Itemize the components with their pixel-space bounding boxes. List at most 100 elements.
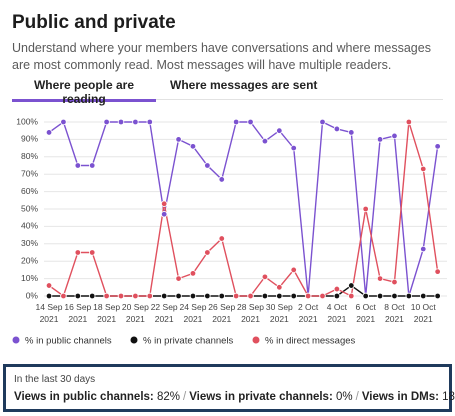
- data-point: [319, 118, 326, 126]
- data-point: [232, 292, 240, 300]
- y-tick-label: 70%: [21, 168, 38, 178]
- summary-row: Views in public channels: 82% / Views in p…: [14, 391, 455, 403]
- tab[interactable]: Where messages are sent: [170, 78, 318, 92]
- x-tick-label: 20 Sep 2021: [122, 302, 149, 324]
- data-point: [333, 292, 341, 300]
- data-point: [175, 292, 182, 300]
- x-tick-label: 2 Oct 2021: [298, 302, 319, 324]
- data-point: [204, 162, 211, 169]
- data-point: [204, 292, 211, 300]
- legend-swatch: [252, 336, 260, 344]
- data-point: [319, 292, 326, 300]
- data-point: [103, 292, 110, 300]
- summary-value: 82%: [156, 391, 180, 403]
- data-point: [276, 284, 283, 291]
- data-point: [160, 200, 168, 207]
- data-point: [89, 162, 96, 169]
- data-point: [74, 249, 82, 256]
- x-tick-label: 28 Sep 2021: [237, 302, 264, 324]
- data-point: [290, 292, 297, 300]
- data-point: [376, 136, 384, 143]
- data-point: [74, 162, 82, 169]
- data-point: [132, 292, 139, 300]
- data-point: [160, 292, 168, 300]
- data-point: [146, 292, 153, 300]
- data-point: [261, 273, 269, 281]
- y-tick-label: 100%: [16, 116, 38, 126]
- data-point: [218, 176, 225, 183]
- data-point: [218, 292, 225, 300]
- y-tick-label: 40%: [21, 221, 38, 231]
- x-tick-label: 18 Sep 2021: [93, 302, 120, 324]
- data-point: [348, 129, 355, 136]
- legend-label: % in public channels: [25, 336, 112, 347]
- y-tick-label: 90%: [21, 134, 38, 144]
- data-point: [232, 118, 240, 126]
- legend-swatch: [130, 336, 138, 344]
- data-point: [434, 268, 441, 275]
- data-point: [247, 292, 254, 300]
- data-point: [362, 292, 369, 300]
- separator: /: [182, 391, 187, 403]
- data-point: [434, 292, 441, 300]
- data-point: [434, 143, 441, 150]
- data-point: [261, 292, 269, 300]
- summary-box: In the last 30 days Views in public chan…: [3, 364, 455, 412]
- data-point: [333, 125, 341, 133]
- y-tick-label: 20%: [21, 255, 38, 265]
- data-point: [276, 292, 283, 300]
- x-tick-label: 22 Sep 2021: [151, 302, 178, 324]
- data-point: [175, 136, 182, 143]
- data-point: [45, 292, 53, 300]
- data-point: [290, 144, 297, 152]
- separator: /: [355, 391, 359, 403]
- data-point: [218, 235, 225, 242]
- summary-value: 0%: [335, 391, 353, 403]
- y-tick-label: 80%: [21, 151, 38, 161]
- tab[interactable]: Where people are reading: [12, 78, 156, 106]
- data-point: [276, 127, 283, 134]
- chart: 0% 10% 20% 30% 40% 50% 60% 70% 80% 90% 100% 14 Sep 2…: [12, 116, 447, 347]
- x-tick-label: 8 Oct 2021: [384, 302, 405, 324]
- data-point: [60, 292, 67, 300]
- x-tick-label: 24 Sep 2021: [179, 302, 206, 324]
- data-point: [45, 129, 53, 136]
- data-point: [60, 118, 67, 126]
- legend-label: % in direct messages: [265, 336, 356, 347]
- data-point: [189, 143, 197, 150]
- data-point: [376, 292, 384, 300]
- x-tick-label: 10 Oct 2021: [411, 302, 437, 324]
- y-tick-label: 50%: [21, 203, 38, 213]
- data-point: [189, 270, 197, 277]
- series-line: [48, 121, 439, 298]
- y-tick-label: 10%: [21, 273, 38, 283]
- x-tick-label: 16 Sep 2021: [64, 302, 91, 324]
- data-point: [348, 282, 355, 289]
- data-point: [376, 275, 384, 282]
- data-point: [247, 118, 254, 126]
- data-point: [261, 137, 269, 145]
- legend-swatch: [12, 336, 20, 344]
- data-point: [175, 275, 182, 282]
- data-point: [333, 285, 341, 293]
- data-point: [89, 249, 96, 256]
- data-point: [420, 245, 427, 253]
- data-point: [45, 282, 53, 289]
- data-point: [420, 292, 427, 300]
- data-point: [132, 118, 139, 126]
- data-point: [391, 292, 398, 300]
- data-point: [74, 292, 82, 300]
- x-tick-label: 26 Sep 2021: [208, 302, 235, 324]
- data-point: [146, 118, 153, 126]
- summary-heading: In the last 30 days: [14, 374, 96, 385]
- tab-bar: Where people are reading Where messages …: [12, 75, 443, 106]
- data-point: [391, 278, 398, 286]
- data-point: [160, 211, 168, 218]
- summary-label: Views in DMs:: [361, 391, 439, 403]
- data-point: [89, 292, 96, 300]
- summary-value: 18%: [442, 391, 455, 403]
- summary-label: Views in private channels:: [189, 391, 333, 403]
- page-subtitle: Understand where your members have conve…: [12, 41, 431, 72]
- data-point: [348, 292, 355, 300]
